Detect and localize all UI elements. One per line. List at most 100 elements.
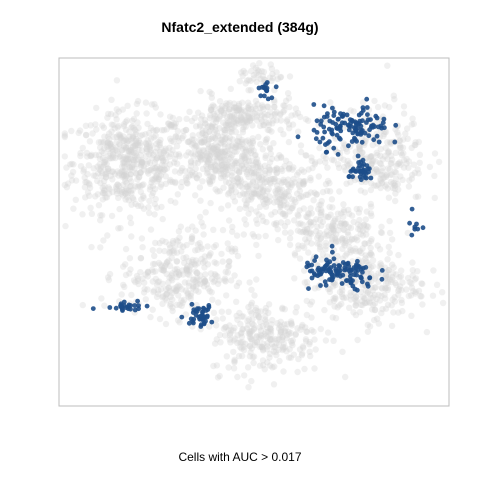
background-cell-point-2529 — [368, 236, 375, 243]
background-cell-point-1569 — [162, 261, 170, 268]
background-cell-point-2457 — [374, 168, 381, 175]
background-cell-point-2274 — [386, 103, 393, 111]
background-cell-point-1795 — [288, 320, 295, 327]
background-cell-point-1253 — [224, 119, 232, 127]
background-cell-point-218 — [184, 138, 191, 145]
background-cell-point-2464 — [370, 157, 377, 164]
background-cell-point-313 — [152, 173, 159, 180]
background-cell-point-1782 — [245, 330, 252, 337]
background-cell-point-246 — [101, 182, 108, 190]
background-cell-point-2489 — [291, 250, 299, 257]
background-cell-point-707 — [180, 128, 187, 135]
background-cell-point-1362 — [297, 113, 304, 121]
background-cell-point-1884 — [245, 384, 252, 391]
background-cell-point-1734 — [242, 340, 249, 348]
background-cell-point-1284 — [230, 106, 237, 114]
background-cell-point-1881 — [261, 366, 268, 373]
active-cell-point-117 — [317, 139, 323, 145]
background-cell-point-263 — [82, 122, 90, 129]
background-cell-point-1885 — [264, 334, 271, 341]
background-cell-point-2458 — [352, 148, 359, 155]
background-cell-point-443 — [63, 184, 71, 191]
background-cell-point-1922 — [245, 316, 253, 323]
background-cell-point-1675 — [189, 282, 197, 289]
background-cell-point-294 — [121, 188, 129, 195]
background-cell-point-2034 — [375, 291, 382, 299]
active-cell-point-227 — [354, 262, 359, 268]
background-cell-point-481 — [117, 134, 124, 141]
background-cell-point-2465 — [356, 148, 363, 155]
background-cell-point-2058 — [332, 295, 339, 303]
background-cell-point-1910 — [307, 352, 314, 360]
background-cell-point-2506 — [353, 205, 360, 213]
background-cell-point-1231 — [205, 128, 213, 136]
background-cell-point-1512 — [192, 287, 200, 294]
background-cell-point-2325 — [397, 173, 404, 180]
background-cell-point-2393 — [411, 141, 418, 149]
background-cell-point-1658 — [162, 320, 170, 328]
background-cell-point-1480 — [219, 315, 226, 322]
background-cell-point-237 — [183, 115, 190, 123]
background-cell-point-1746 — [266, 335, 274, 342]
background-cell-point-2308 — [400, 103, 408, 110]
background-cell-point-373 — [113, 138, 120, 146]
background-cell-point-2395 — [371, 97, 378, 105]
background-cell-point-1339 — [261, 111, 268, 118]
background-cell-point-1084 — [243, 202, 250, 209]
background-cell-point-22 — [105, 165, 112, 173]
background-cell-point-1563 — [221, 277, 228, 284]
background-cell-point-1337 — [280, 108, 287, 116]
active-cell-point-289 — [205, 313, 210, 319]
background-cell-point-232 — [140, 181, 147, 188]
active-cell-point-287 — [189, 301, 195, 307]
background-cell-point-812 — [252, 151, 259, 159]
background-cell-point-522 — [198, 219, 205, 226]
background-cell-point-1441 — [193, 283, 200, 290]
background-cell-point-256 — [137, 169, 145, 176]
background-cell-point-796 — [263, 135, 271, 142]
background-cell-point-2305 — [410, 120, 417, 128]
background-cell-point-1650 — [128, 291, 135, 299]
background-cell-point-1745 — [231, 356, 238, 363]
background-cell-point-1016 — [326, 179, 333, 187]
active-cell-point-18 — [359, 139, 365, 145]
background-cell-point-310 — [178, 167, 185, 174]
active-cell-point-100 — [323, 149, 329, 155]
background-cell-point-2566 — [338, 220, 345, 227]
background-cell-point-863 — [276, 195, 284, 203]
background-cell-point-650 — [208, 173, 215, 181]
background-cell-point-1953 — [379, 305, 386, 313]
background-cell-point-2639 — [294, 211, 301, 218]
background-cell-point-1128 — [272, 188, 279, 195]
background-cell-point-1295 — [237, 107, 244, 114]
background-cell-point-202 — [102, 171, 109, 178]
background-cell-point-370 — [126, 128, 133, 135]
background-cell-point-1189 — [259, 103, 266, 111]
background-cell-point-773 — [191, 151, 199, 158]
background-cell-point-687 — [225, 122, 232, 129]
background-cell-point-2653 — [252, 64, 259, 72]
background-cell-point-494 — [106, 155, 113, 162]
background-cell-point-1263 — [252, 97, 260, 105]
background-cell-point-2434 — [403, 155, 410, 163]
background-cell-point-219 — [68, 177, 76, 184]
background-cell-point-627 — [221, 129, 228, 137]
background-cell-point-2485 — [303, 213, 310, 220]
background-cell-point-468 — [157, 111, 164, 118]
background-cell-point-2097 — [366, 323, 374, 330]
background-cell-point-1083 — [259, 193, 266, 200]
background-cell-point-524 — [193, 175, 201, 182]
background-cell-point-1421 — [189, 256, 196, 264]
background-cell-point-820 — [297, 220, 304, 227]
background-cell-point-1618 — [187, 263, 194, 270]
background-cell-point-304 — [133, 128, 140, 135]
background-cell-point-230 — [120, 181, 127, 188]
background-cell-point-2024 — [307, 301, 314, 308]
background-cell-point-2098 — [347, 289, 354, 296]
background-cell-point-2402 — [396, 137, 404, 144]
background-cell-point-1571 — [144, 269, 151, 276]
background-cell-point-320 — [143, 145, 150, 152]
background-cell-point-2558 — [359, 232, 366, 239]
background-cell-point-1091 — [311, 161, 318, 168]
active-cell-point-56 — [295, 134, 301, 140]
